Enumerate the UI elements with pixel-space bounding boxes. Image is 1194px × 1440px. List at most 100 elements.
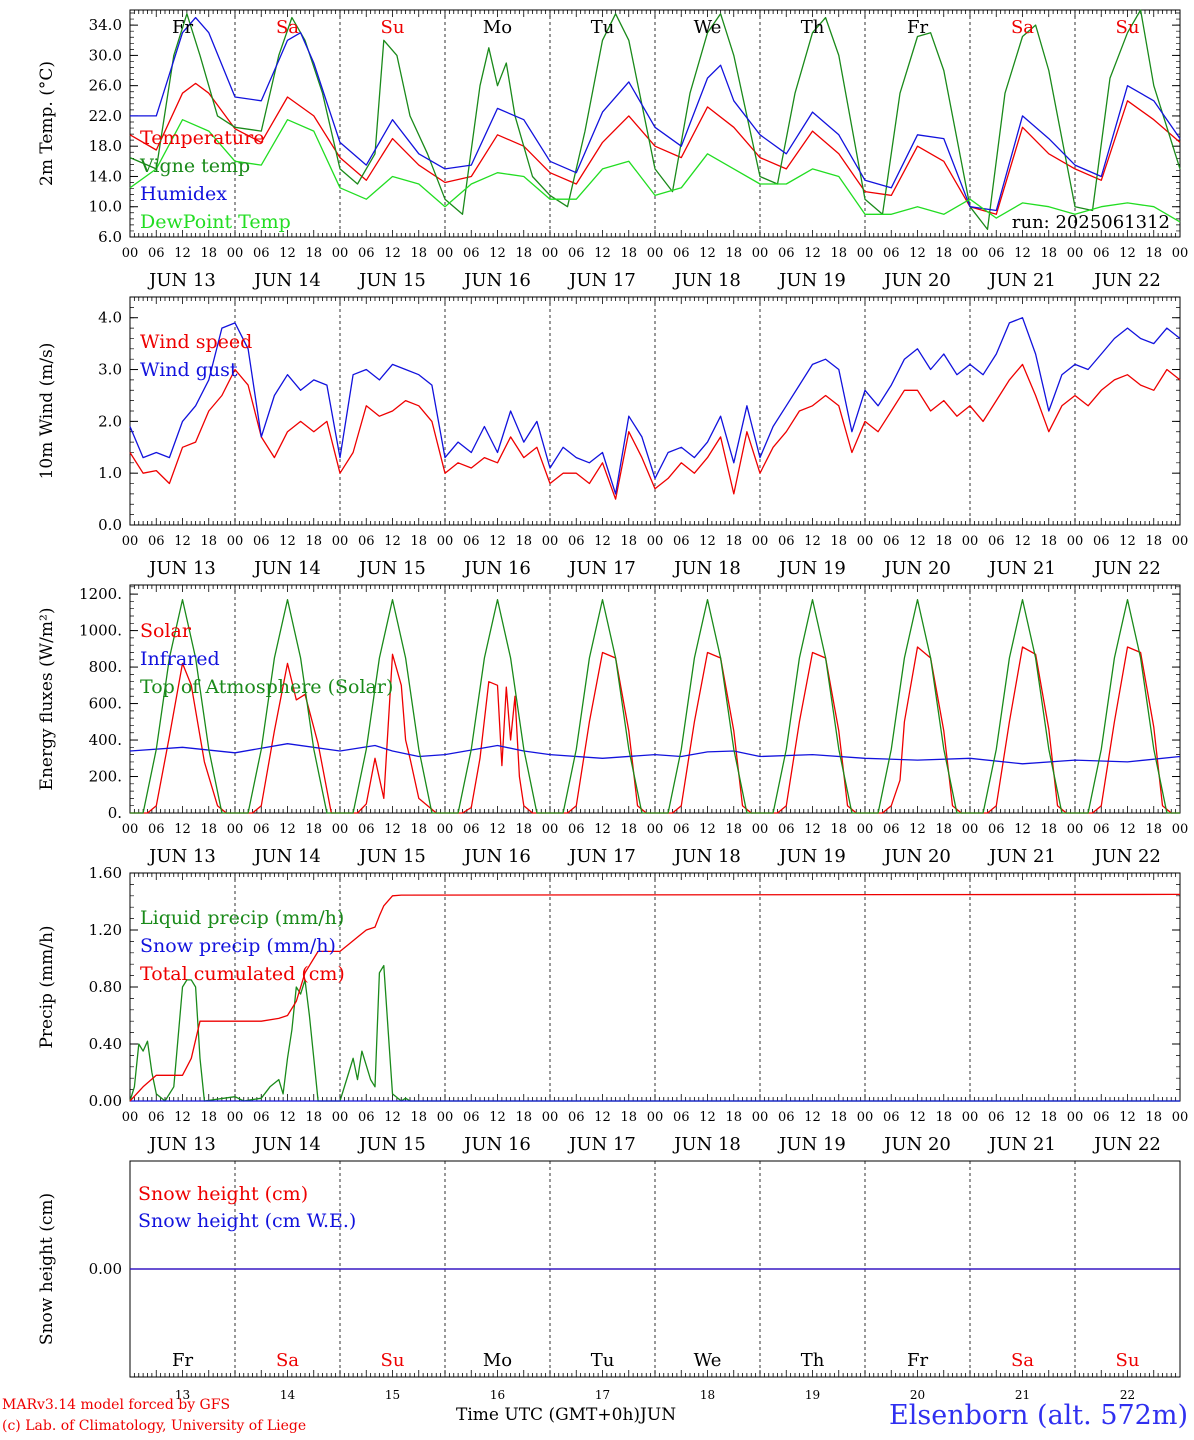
y-tick-label: 800. (89, 658, 122, 676)
y-tick-label: 0. (108, 804, 122, 822)
day-name-bottom: Fr (907, 1350, 928, 1371)
date-label: JUN 19 (777, 558, 846, 579)
hour-tick-label: 06 (883, 822, 900, 837)
hour-tick-label: 00 (437, 246, 454, 261)
hour-tick-label: 06 (148, 1110, 165, 1125)
x-minor-ticks (129, 1370, 1181, 1377)
hour-tick-label: 06 (148, 534, 165, 549)
hour-tick-label: 18 (200, 822, 217, 837)
hour-tick-label: 06 (988, 1110, 1005, 1125)
legend-entry: Top of Atmosphere (Solar) (140, 676, 393, 698)
day-name-top: Fr (172, 17, 193, 38)
hour-tick-label: 12 (279, 246, 296, 261)
hour-tick-label: 00 (122, 1110, 139, 1125)
hour-tick-label: 18 (410, 534, 427, 549)
legend-entry: Snow height (cm W.E.) (138, 1210, 356, 1232)
hour-tick-label: 00 (122, 534, 139, 549)
date-label: JUN 15 (357, 846, 426, 867)
x-minor-ticks (129, 873, 1181, 1101)
hour-tick-label: 00 (1172, 246, 1189, 261)
date-label: JUN 14 (252, 846, 321, 867)
hour-tick-label: 18 (935, 1110, 952, 1125)
hour-tick-label: 00 (1172, 822, 1189, 837)
hour-tick-label: 06 (883, 1110, 900, 1125)
date-label: JUN 14 (252, 1134, 321, 1155)
day-name-bottom: Sa (1011, 1350, 1034, 1371)
date-label: JUN 14 (252, 270, 321, 291)
hour-tick-label: 12 (489, 1110, 506, 1125)
date-label: JUN 22 (1092, 1134, 1161, 1155)
hour-tick-label: 06 (568, 822, 585, 837)
y-tick-label: 22.0 (89, 107, 122, 125)
y-tick-label: 200. (89, 768, 122, 786)
hour-tick-label: 00 (857, 822, 874, 837)
hour-tick-label: 00 (437, 534, 454, 549)
hour-tick-label: 06 (253, 822, 270, 837)
hour-tick-label: 06 (148, 246, 165, 261)
hour-tick-label: 12 (1014, 534, 1031, 549)
y-tick-label: 10.0 (89, 198, 122, 216)
hour-tick-label: 00 (122, 246, 139, 261)
hour-tick-label: 00 (332, 1110, 349, 1125)
hour-tick-label: 18 (200, 534, 217, 549)
hour-tick-label: 00 (752, 534, 769, 549)
hour-tick-label: 06 (883, 534, 900, 549)
hour-tick-label: 06 (988, 534, 1005, 549)
hour-tick-label: 12 (804, 246, 821, 261)
hour-tick-label: 06 (358, 822, 375, 837)
hour-tick-label: 18 (1040, 822, 1057, 837)
hour-tick-label: 18 (620, 1110, 637, 1125)
day-name-top: Tu (591, 17, 615, 38)
day-number: 13 (175, 1388, 190, 1402)
hour-tick-label: 18 (515, 246, 532, 261)
hour-tick-label: 12 (909, 1110, 926, 1125)
hour-tick-label: 06 (463, 246, 480, 261)
y-tick-label: 0.80 (89, 978, 122, 996)
hour-tick-label: 06 (568, 1110, 585, 1125)
hour-tick-label: 00 (542, 822, 559, 837)
hour-tick-label: 18 (935, 246, 952, 261)
hour-tick-label: 18 (1145, 822, 1162, 837)
y-tick-label: 34.0 (89, 16, 122, 34)
hour-tick-label: 06 (1093, 246, 1110, 261)
date-label: JUN 15 (357, 558, 426, 579)
legend-entry: Temperature (140, 127, 264, 149)
hour-tick-label: 00 (1067, 1110, 1084, 1125)
hour-tick-label: 06 (778, 246, 795, 261)
day-number: 17 (595, 1388, 610, 1402)
hour-tick-label: 00 (647, 1110, 664, 1125)
hour-tick-label: 12 (489, 534, 506, 549)
hour-tick-label: 18 (830, 246, 847, 261)
hour-tick-label: 18 (725, 246, 742, 261)
day-name-top: Th (801, 17, 825, 38)
hour-tick-label: 12 (1014, 822, 1031, 837)
hour-tick-label: 12 (174, 534, 191, 549)
hour-tick-label: 00 (962, 534, 979, 549)
hour-tick-label: 12 (174, 246, 191, 261)
day-number: 22 (1120, 1388, 1135, 1402)
legend-entry: Snow height (cm) (138, 1183, 308, 1205)
hour-tick-label: 18 (830, 534, 847, 549)
hour-tick-label: 06 (463, 534, 480, 549)
hour-tick-label: 18 (305, 1110, 322, 1125)
y-minor-ticks (130, 296, 1180, 526)
y-tick-label: 1.20 (89, 921, 122, 939)
hour-tick-label: 12 (699, 822, 716, 837)
hour-tick-label: 00 (752, 246, 769, 261)
hour-tick-label: 06 (673, 1110, 690, 1125)
hour-tick-label: 18 (410, 1110, 427, 1125)
date-label: JUN 16 (462, 270, 531, 291)
y-tick-label: 4.0 (98, 309, 122, 327)
legend-entry: DewPoint Temp (140, 211, 291, 233)
hour-tick-label: 00 (227, 246, 244, 261)
hour-tick-label: 18 (1145, 1110, 1162, 1125)
hour-tick-label: 18 (515, 1110, 532, 1125)
hour-tick-label: 18 (725, 822, 742, 837)
hour-tick-label: 00 (122, 822, 139, 837)
y-tick-label: 3.0 (98, 361, 122, 379)
day-name-bottom: Th (801, 1350, 825, 1371)
date-label: JUN 16 (462, 1134, 531, 1155)
hour-tick-label: 18 (515, 822, 532, 837)
hour-tick-label: 12 (804, 822, 821, 837)
hour-tick-label: 06 (253, 1110, 270, 1125)
